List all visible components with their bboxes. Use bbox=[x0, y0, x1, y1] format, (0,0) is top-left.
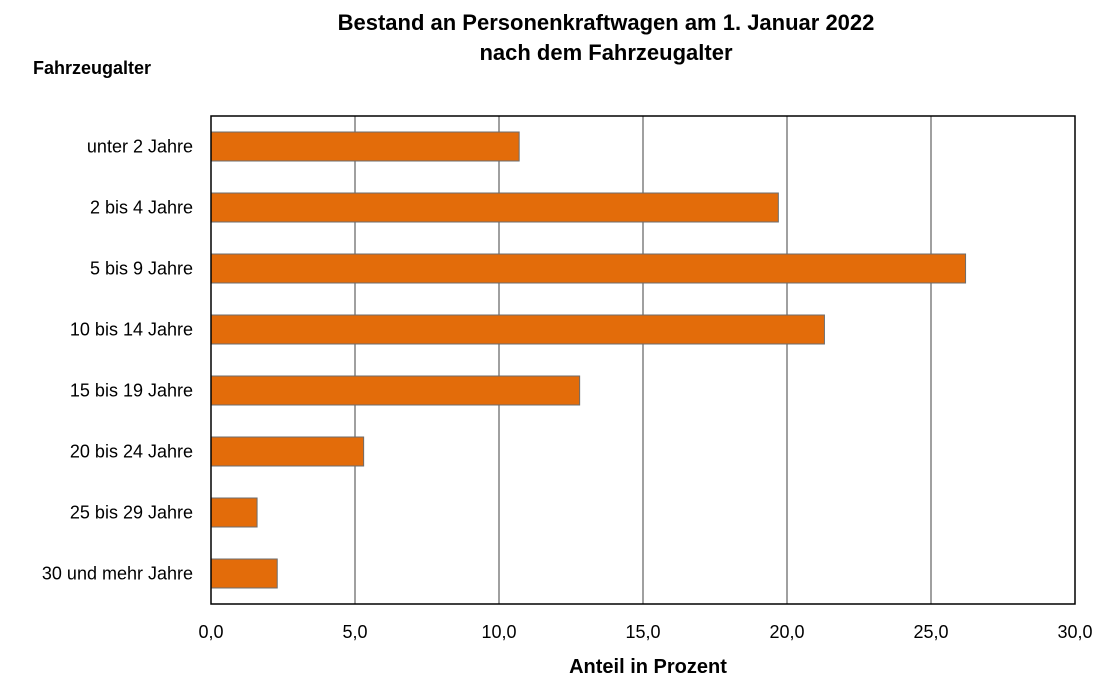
gridlines bbox=[354, 116, 932, 604]
category-label: 20 bis 24 Jahre bbox=[70, 442, 193, 462]
category-label: 2 bis 4 Jahre bbox=[90, 198, 193, 218]
bar bbox=[210, 131, 520, 162]
bar bbox=[210, 497, 258, 528]
category-label: 15 bis 19 Jahre bbox=[70, 381, 193, 401]
bar bbox=[210, 558, 278, 589]
bar bbox=[210, 253, 967, 284]
x-tick-label: 10,0 bbox=[481, 622, 516, 642]
chart-title: Bestand an Personenkraftwagen am 1. Janu… bbox=[200, 8, 1012, 68]
x-tick-label: 15,0 bbox=[625, 622, 660, 642]
x-tick-label: 20,0 bbox=[769, 622, 804, 642]
category-labels: unter 2 Jahre 2 bis 4 Jahre 5 bis 9 Jahre 1… bbox=[42, 137, 193, 584]
y-axis-title: Fahrzeugalter bbox=[33, 58, 152, 78]
bars bbox=[210, 131, 967, 589]
bar bbox=[210, 436, 365, 467]
x-tick-label: 0,0 bbox=[198, 622, 223, 642]
category-label: 30 und mehr Jahre bbox=[42, 564, 193, 584]
bar bbox=[210, 314, 825, 345]
x-tick-label: 25,0 bbox=[913, 622, 948, 642]
chart-title-line1: Bestand an Personenkraftwagen am 1. Janu… bbox=[337, 10, 875, 35]
category-label: 25 bis 29 Jahre bbox=[70, 503, 193, 523]
tick-labels: 0,0 5,0 10,0 15,0 20,0 25,0 30,0 bbox=[198, 622, 1092, 642]
chart-subtitle: nach dem Fahrzeugalter bbox=[479, 40, 733, 65]
x-axis-title: Anteil in Prozent bbox=[569, 656, 727, 678]
bar bbox=[210, 192, 779, 223]
category-label: 5 bis 9 Jahre bbox=[90, 259, 193, 279]
category-label: 10 bis 14 Jahre bbox=[70, 320, 193, 340]
bar bbox=[210, 375, 581, 406]
x-tick-label: 30,0 bbox=[1057, 622, 1092, 642]
x-tick-label: 5,0 bbox=[342, 622, 367, 642]
category-label: unter 2 Jahre bbox=[87, 137, 193, 157]
plot-frame bbox=[210, 115, 1076, 605]
